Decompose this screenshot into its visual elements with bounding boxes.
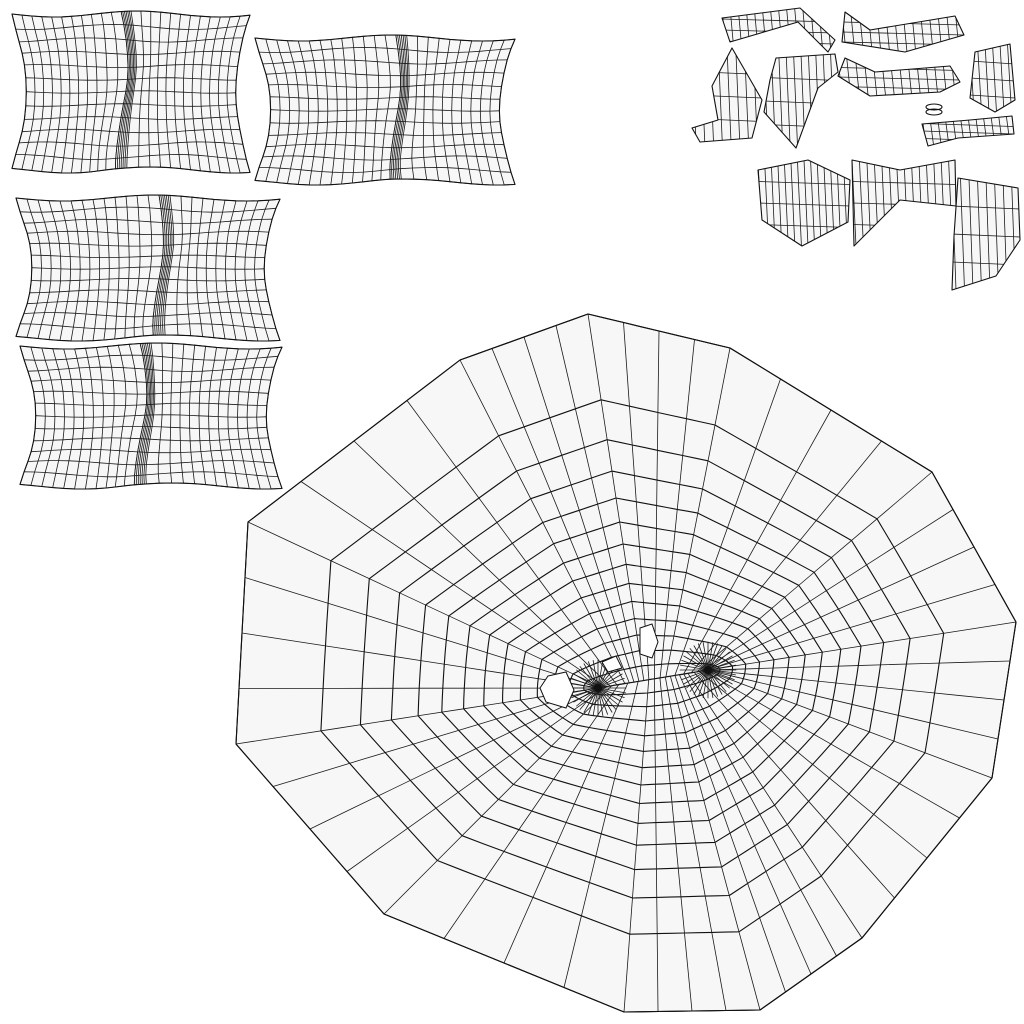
- small-pieces-cluster: [691, 7, 1021, 291]
- uv-piece-p5: [837, 57, 961, 97]
- uv-piece-p9: [851, 159, 957, 247]
- uv-piece-tiny: [925, 108, 943, 116]
- uv-island-strip-top-right: [254, 34, 516, 186]
- strip-islands: [11, 10, 516, 490]
- pole-2: [679, 641, 737, 699]
- uv-hole-left: [539, 671, 575, 709]
- radial-disc-fill: [236, 314, 1016, 1012]
- pole-1: [569, 659, 627, 717]
- uv-piece-p4: [763, 53, 839, 149]
- uv-island-strip-middle-left: [15, 194, 281, 342]
- radial-disc-island: [235, 313, 1017, 1013]
- uv-piece-p7: [921, 115, 1015, 147]
- uv-piece-p8: [757, 159, 851, 247]
- uv-hole-small: [601, 655, 623, 673]
- uv-hole-top: [639, 623, 659, 659]
- uv-piece-p10: [951, 177, 1021, 291]
- uv-piece-p2: [841, 11, 965, 53]
- uv-piece-p6: [969, 43, 1016, 113]
- uv-piece-p1: [721, 7, 836, 53]
- uv-island-strip-lower-left: [19, 342, 283, 490]
- radial-disc-outline: [235, 313, 1017, 1013]
- uv-island-strip-top-left: [11, 10, 251, 174]
- uv-piece-p3: [691, 47, 763, 143]
- radial-spokes: [235, 313, 1017, 1013]
- uv-piece-tiny: [925, 103, 943, 111]
